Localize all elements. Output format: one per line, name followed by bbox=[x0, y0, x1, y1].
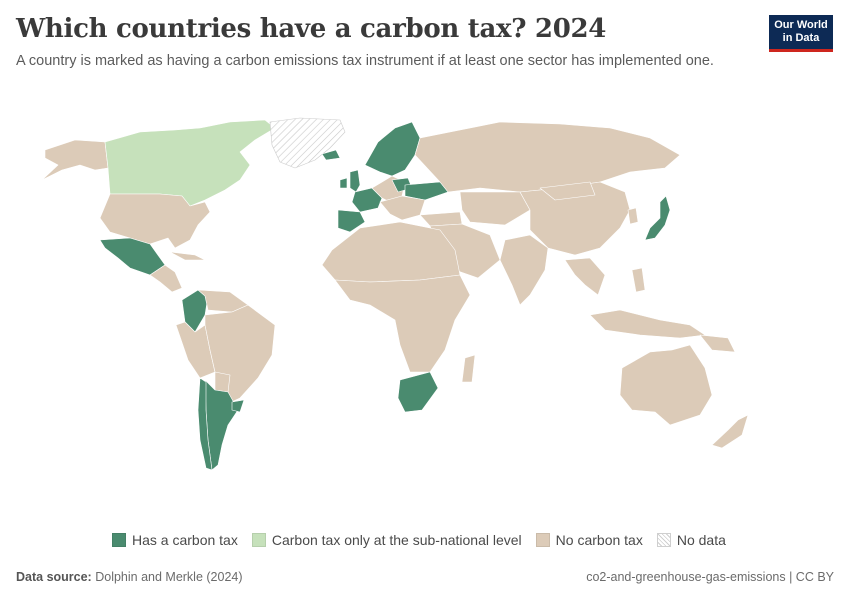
data-source-value[interactable]: Dolphin and Merkle (2024) bbox=[95, 570, 243, 584]
legend-item-no-data[interactable]: No data bbox=[656, 532, 726, 548]
legend-swatch bbox=[251, 533, 266, 547]
legend-label: Carbon tax only at the sub-national leve… bbox=[271, 532, 522, 548]
region-japan[interactable] bbox=[644, 195, 671, 241]
region-australia[interactable] bbox=[619, 344, 713, 426]
logo-line-2: in Data bbox=[782, 32, 820, 44]
region-united-kingdom[interactable] bbox=[349, 169, 361, 193]
region-alaska[interactable] bbox=[41, 139, 109, 181]
footer-slug-license[interactable]: co2-and-greenhouse-gas-emissions | CC BY bbox=[586, 570, 834, 584]
region-uruguay[interactable] bbox=[231, 399, 245, 413]
region-mexico[interactable] bbox=[99, 237, 166, 276]
logo-line-1: Our World bbox=[774, 19, 828, 31]
world-map[interactable] bbox=[0, 110, 850, 510]
region-philippines[interactable] bbox=[631, 267, 646, 293]
legend-label: No carbon tax bbox=[555, 532, 643, 548]
region-indonesia[interactable] bbox=[589, 309, 706, 339]
region-turkey[interactable] bbox=[419, 211, 463, 227]
region-paraguay[interactable] bbox=[214, 371, 231, 393]
data-source: Data source: Dolphin and Merkle (2024) bbox=[16, 570, 243, 584]
region-china[interactable] bbox=[519, 181, 631, 256]
chart-title: Which countries have a carbon tax? 2024 bbox=[16, 14, 607, 44]
region-russia[interactable] bbox=[414, 121, 681, 193]
region-central-africa[interactable] bbox=[334, 274, 471, 373]
region-mongolia[interactable] bbox=[539, 181, 596, 201]
region-central-america[interactable] bbox=[149, 264, 183, 293]
legend-label: No data bbox=[676, 532, 726, 548]
region-ireland[interactable] bbox=[339, 177, 348, 189]
legend: Has a carbon tax Carbon tax only at the … bbox=[112, 532, 740, 548]
legend-item-has-tax[interactable]: Has a carbon tax bbox=[112, 532, 238, 548]
legend-swatch bbox=[535, 533, 550, 547]
region-korea[interactable] bbox=[627, 207, 639, 225]
region-north-africa[interactable] bbox=[321, 221, 461, 283]
region-south-africa[interactable] bbox=[397, 371, 439, 413]
region-india[interactable] bbox=[499, 234, 549, 306]
legend-swatch bbox=[112, 533, 126, 547]
region-united-states[interactable] bbox=[99, 193, 211, 249]
region-chile[interactable] bbox=[197, 377, 213, 471]
region-new-zealand[interactable] bbox=[711, 414, 749, 449]
region-iceland[interactable] bbox=[321, 149, 341, 161]
region-central-asia[interactable] bbox=[459, 191, 531, 226]
chart-subtitle: A country is marked as having a carbon e… bbox=[16, 53, 714, 69]
legend-label: Has a carbon tax bbox=[132, 532, 238, 548]
region-scandinavia[interactable] bbox=[364, 121, 421, 177]
region-canada[interactable] bbox=[104, 119, 276, 207]
region-cuba[interactable] bbox=[169, 251, 206, 261]
legend-swatch bbox=[656, 533, 671, 547]
region-papua-new-guinea[interactable] bbox=[699, 334, 736, 353]
legend-item-no-tax[interactable]: No carbon tax bbox=[535, 532, 643, 548]
data-source-label: Data source: bbox=[16, 570, 92, 584]
region-ukraine[interactable] bbox=[404, 181, 449, 201]
region-iberia[interactable] bbox=[337, 209, 366, 233]
legend-item-sub-national[interactable]: Carbon tax only at the sub-national leve… bbox=[251, 532, 522, 548]
owid-logo[interactable]: Our World in Data bbox=[769, 15, 833, 52]
region-greenland[interactable] bbox=[269, 117, 346, 169]
region-madagascar[interactable] bbox=[461, 354, 476, 383]
region-southeast-asia[interactable] bbox=[564, 257, 606, 296]
